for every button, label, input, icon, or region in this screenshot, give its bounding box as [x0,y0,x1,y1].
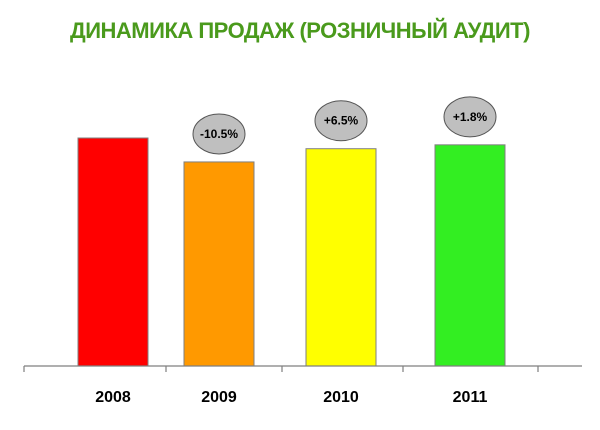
growth-label: +6.5% [324,114,359,128]
bar-2011 [434,144,506,367]
growth-bubble-2009: -10.5% [192,113,246,155]
bar-2010 [305,148,377,367]
growth-bubble-shape [192,113,246,155]
chart-title: ДИНАМИКА ПРОДАЖ (РОЗНИЧНЫЙ АУДИТ) [70,18,530,43]
x-tick-label-2008: 2008 [95,389,131,406]
bar-2008 [77,137,149,367]
x-tick-label-2010: 2010 [323,389,359,406]
x-tick-label-2009: 2009 [201,389,237,406]
ticks-layer: 2008 2009 2010 2011 [23,366,539,406]
growth-label: +1.8% [453,110,488,124]
bar-2009 [183,161,255,367]
growth-bubble-shape [443,96,497,138]
bubbles-layer: -10.5% +6.5% +1.8% [192,96,497,155]
x-tick-label-2011: 2011 [453,389,488,406]
growth-bubble-shape [314,100,368,142]
bars-layer [77,137,506,367]
growth-label: -10.5% [200,127,238,141]
growth-bubble-2011: +1.8% [443,96,497,138]
growth-bubble-2010: +6.5% [314,100,368,142]
